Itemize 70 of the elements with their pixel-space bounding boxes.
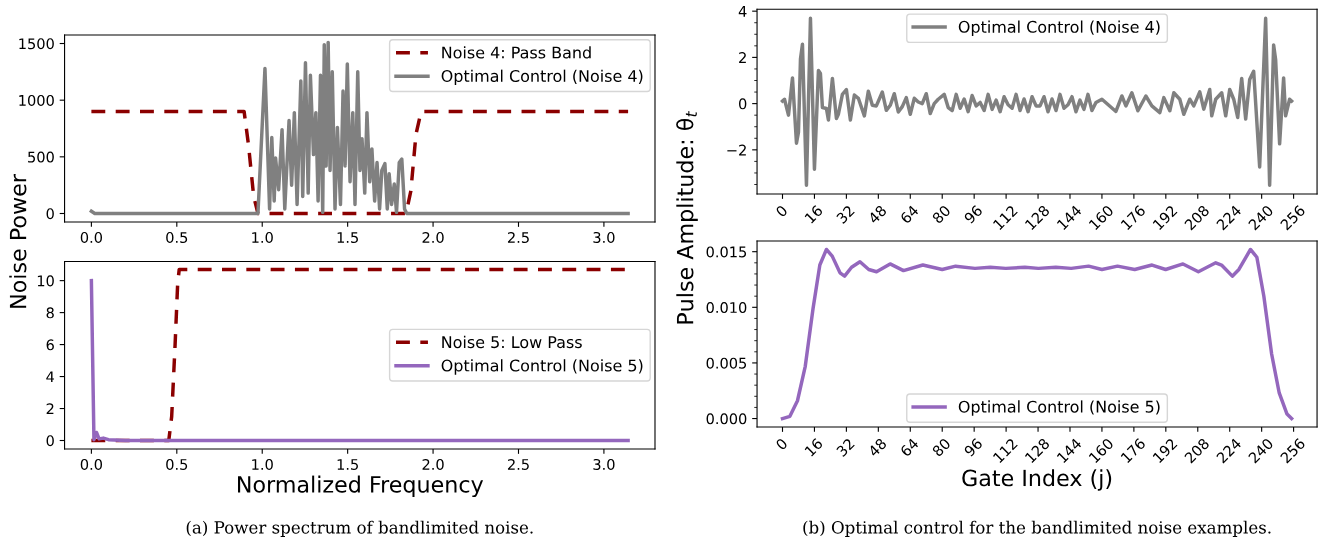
x-tick-label: 0.5	[166, 231, 188, 244]
y-axis-title: Noise Power	[9, 174, 27, 308]
x-tick-label: 96	[963, 204, 984, 225]
x-tick-label: 16	[804, 437, 824, 457]
y-tick-label: 1000	[19, 94, 54, 106]
y-tick-label: 0.010	[706, 302, 747, 314]
legend-label: Optimal Control (Noise 4)	[958, 20, 1160, 36]
legend-label: Optimal Control (Noise 5)	[441, 359, 643, 375]
x-tick-label: 1.5	[337, 459, 358, 470]
line-series	[89, 40, 630, 216]
legend-label: Optimal Control (Noise 5)	[958, 400, 1160, 416]
x-tick-label: 96	[963, 437, 984, 458]
x-tick-label: 0	[775, 437, 789, 451]
x-tick-label: 1.0	[252, 231, 273, 244]
y-tick-label: 6	[46, 339, 54, 351]
x-tick-label: 64	[899, 437, 920, 458]
x-tick-label: 32	[835, 437, 855, 458]
x-axis-title: Gate Index (j)	[962, 469, 1112, 491]
x-tick-label: 112	[992, 437, 1018, 464]
x-tick-label: 192	[1152, 204, 1178, 231]
x-tick-label: 48	[867, 204, 888, 225]
y-tick-label: 2	[739, 52, 746, 63]
x-tick-label: 144	[1056, 437, 1083, 464]
y-tick-label: 4	[46, 371, 55, 383]
line-series	[89, 109, 630, 216]
x-tick-label: 192	[1152, 437, 1178, 464]
y-axis-title: Pulse Amplitude: θ$_{t}$	[676, 110, 698, 324]
x-tick-label: 1.5	[337, 232, 358, 244]
y-tick-label: 0.005	[706, 357, 747, 369]
x-tick-label: 160	[1088, 204, 1115, 231]
y-tick-label: 0	[739, 98, 747, 110]
y-tick-label: 10	[37, 275, 54, 287]
x-tick-label: 112	[992, 204, 1018, 231]
x-tick-label: 3.0	[593, 231, 615, 244]
x-tick-label: 1.0	[252, 458, 273, 470]
y-tick-label: 1500	[19, 38, 54, 50]
y-tick-label: −2	[727, 144, 746, 156]
y-tick-label: 0.000	[706, 413, 747, 425]
text: (a) Power spectrum of bandlimited noise.	[186, 520, 533, 537]
line-series	[780, 16, 1294, 187]
legend-label: Noise 4: Pass Band	[442, 46, 591, 59]
x-tick-label: 0.0	[80, 458, 103, 470]
legend-label: Noise 5: Low Pass	[442, 335, 582, 349]
x-tick-label: 144	[1056, 204, 1083, 231]
x-tick-label: 48	[867, 437, 888, 458]
x-tick-label: 0.5	[166, 458, 188, 470]
x-tick-label: 128	[1024, 437, 1051, 464]
x-tick-label: 128	[1024, 204, 1051, 231]
x-tick-label: 2.0	[422, 458, 444, 470]
x-tick-label: 0.0	[80, 231, 103, 244]
x-tick-label: 2.5	[507, 458, 529, 470]
text: (b) Optimal control for the bandlimited noise examples.	[803, 520, 1271, 537]
y-tick-label: 2	[46, 403, 54, 415]
line-series	[780, 247, 1294, 421]
legend-label: Optimal Control (Noise 4)	[441, 69, 643, 86]
x-tick-label: 16	[804, 204, 824, 224]
x-axis-title: Normalized Frequency	[238, 475, 484, 498]
x-tick-label: 32	[835, 204, 855, 225]
y-tick-label: 0.015	[706, 246, 747, 258]
y-tick-label: 500	[28, 151, 54, 163]
x-tick-label: 80	[931, 204, 952, 225]
x-tick-label: 0	[775, 204, 789, 218]
x-tick-label: 64	[899, 204, 920, 225]
x-tick-label: 2.5	[507, 231, 529, 244]
x-tick-label: 2.0	[422, 231, 444, 244]
x-tick-label: 3.0	[593, 458, 615, 470]
x-tick-label: 160	[1088, 437, 1115, 464]
y-tick-label: 8	[46, 307, 54, 319]
x-tick-label: 80	[931, 437, 952, 458]
y-tick-label: 4	[738, 6, 747, 17]
